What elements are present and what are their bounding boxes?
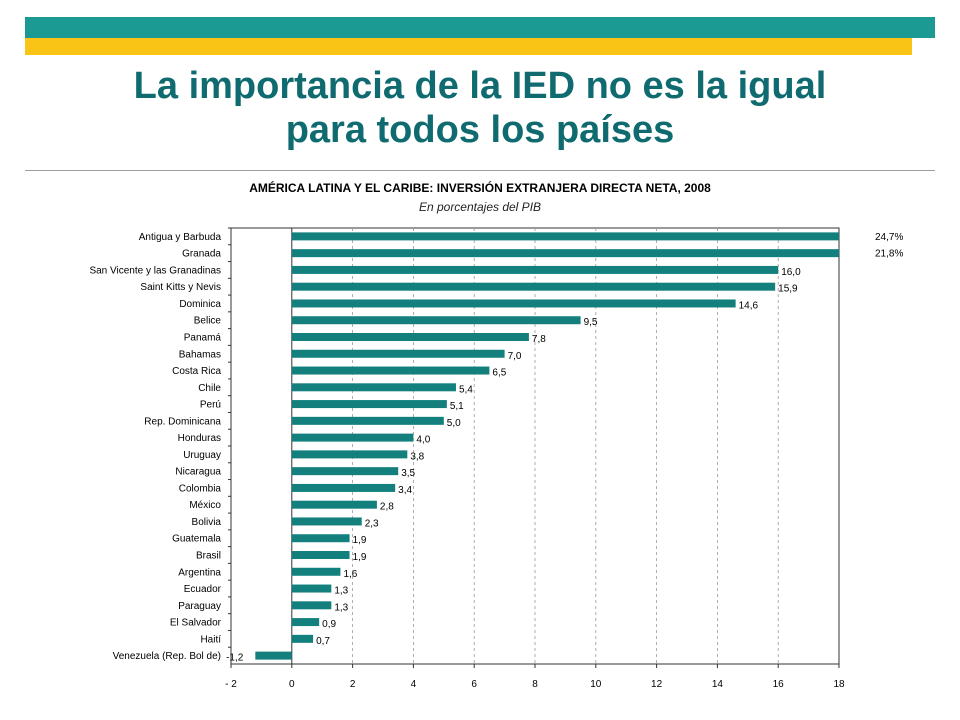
bar [291,517,362,526]
x-tick-label: 18 [833,679,845,690]
x-tick-label: 6 [471,679,477,690]
value-label: 1,6 [343,569,357,580]
value-label: 4,0 [416,435,430,446]
category-label: San Vicente y las Granadinas [89,265,221,276]
category-label: Costa Rica [172,366,221,377]
slide-title-line-2: para todos los países [285,109,675,151]
bar [291,584,332,593]
value-label: 2,8 [380,502,394,513]
value-label: 16,0 [781,267,801,278]
bar [291,450,408,459]
bar [291,483,396,492]
bar [291,551,350,559]
bar [291,282,776,291]
value-label: 0,9 [322,619,336,630]
value-label: 24,7% [875,232,903,243]
value-label: 1,9 [353,535,367,546]
x-tick-label: - 2 [225,679,237,690]
slide-title-line-1: La importancia de la IED no es la igual [133,65,827,107]
category-label: El Salvador [170,618,222,629]
value-label: 2,3 [365,518,379,529]
header-band-teal [25,17,935,38]
category-label: Nicaragua [175,467,221,478]
bar [291,634,314,643]
x-tick-label: 4 [411,679,417,690]
x-tick-label: 12 [651,679,663,690]
bar [291,400,447,409]
category-label: Rep. Dominicana [144,416,221,427]
category-label: Guatemala [172,534,221,545]
value-label: -1,2 [226,653,244,664]
category-label: Paraguay [178,601,221,612]
bar [291,349,505,358]
value-label: 3,4 [398,485,412,496]
bar [291,500,377,509]
chart-title: AMÉRICA LATINA Y EL CARIBE: INVERSIÓN EX… [249,181,711,195]
x-tick-label: 16 [773,679,785,690]
bar [291,618,320,627]
bar [291,467,399,476]
bar [291,265,779,274]
category-label: Brasil [196,551,221,562]
x-tick-label: 10 [590,679,602,690]
bar [291,534,350,543]
category-label: Panamá [184,333,222,344]
bar [255,651,292,660]
value-label: 3,5 [401,468,415,479]
value-label: 3,8 [410,451,424,462]
category-label: México [189,500,221,511]
value-label: 1,9 [353,552,367,563]
value-label: 5,0 [447,418,461,429]
value-label: 5,4 [459,384,473,395]
category-label: Bahamas [179,349,221,360]
category-label: Uruguay [183,450,221,461]
title-divider [25,170,935,171]
bar [291,567,341,576]
value-label: 7,8 [532,334,546,345]
category-label: Granada [182,249,221,260]
category-label: Perú [200,400,221,411]
value-label: 1,3 [334,586,348,597]
value-label: 15,9 [778,284,798,295]
value-label: 9,5 [584,317,598,328]
bar [291,299,736,308]
category-label: Antigua y Barbuda [139,232,222,243]
category-label: Saint Kitts y Nevis [140,282,221,293]
category-label: Argentina [178,567,221,578]
x-tick-label: 8 [532,679,538,690]
category-label: Chile [198,383,221,394]
category-label: Venezuela (Rep. Bol de) [113,651,221,662]
value-label: 1,3 [334,602,348,613]
chart-subtitle: En porcentajes del PIB [418,200,542,214]
slide-title: La importancia de la IED no es la igual … [0,64,960,152]
value-label: 6,5 [492,368,506,379]
bar [291,232,839,241]
bar [291,316,581,325]
bar [291,333,529,341]
category-label: Haití [200,634,221,645]
value-label: 21,8% [875,249,903,260]
value-label: 14,6 [739,300,759,311]
x-tick-label: 0 [289,679,295,690]
bar [291,433,414,442]
bar [291,416,444,425]
category-label: Belice [194,316,222,327]
bar [291,366,490,375]
category-label: Ecuador [184,584,222,595]
value-label: 7,0 [508,351,522,362]
header-band-gold [25,38,912,55]
bar [291,383,456,392]
x-tick-label: 2 [350,679,356,690]
category-label: Dominica [179,299,221,310]
category-label: Honduras [178,433,221,444]
x-tick-label: 14 [712,679,724,690]
category-label: Bolivia [192,517,222,528]
bar [291,249,839,258]
category-label: Colombia [179,483,222,494]
value-label: 5,1 [450,401,464,412]
value-label: 0,7 [316,636,330,647]
bar [291,601,332,610]
